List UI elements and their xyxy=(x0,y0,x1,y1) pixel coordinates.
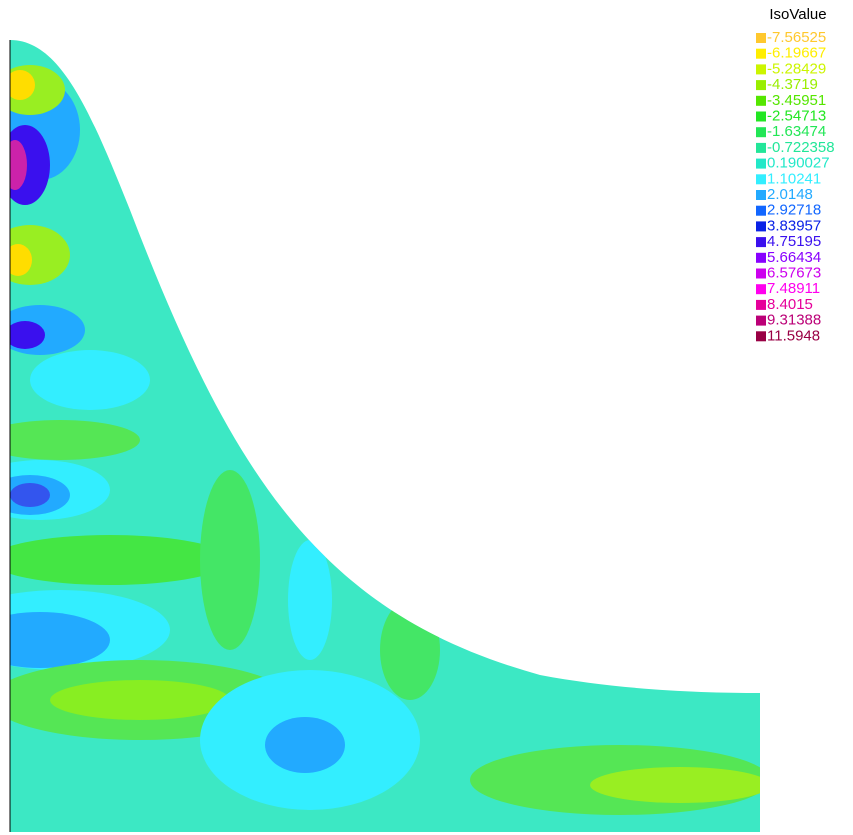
legend-label: -1.63474 xyxy=(767,123,826,140)
legend-label: -5.28429 xyxy=(767,60,826,77)
legend-swatch xyxy=(756,316,766,326)
legend-swatch xyxy=(756,331,766,341)
contour-plot: IsoValue -7.56525-6.19667-5.28429-4.3719… xyxy=(0,0,853,835)
legend-label: -6.19667 xyxy=(767,45,826,62)
legend-swatch xyxy=(756,206,766,216)
legend-label: 2.0148 xyxy=(767,186,813,203)
legend-swatch xyxy=(756,237,766,247)
legend-swatch xyxy=(756,284,766,294)
legend-swatch xyxy=(756,49,766,59)
legend-label: 11.5948 xyxy=(767,327,820,344)
legend-label: 1.10241 xyxy=(767,170,821,187)
legend-label: 6.57673 xyxy=(767,264,821,281)
legend-label: 4.75195 xyxy=(767,233,821,250)
legend-swatch xyxy=(756,174,766,184)
legend-label: -0.722358 xyxy=(767,139,835,156)
legend-swatch xyxy=(756,143,766,153)
legend-label: -3.45951 xyxy=(767,92,826,109)
legend-label: 8.4015 xyxy=(767,296,813,313)
legend-swatch xyxy=(756,221,766,231)
legend-title: IsoValue xyxy=(769,6,826,23)
legend-swatch xyxy=(756,96,766,106)
field xyxy=(0,0,853,835)
legend-swatch xyxy=(756,80,766,90)
page: IsoValue -7.56525-6.19667-5.28429-4.3719… xyxy=(0,0,853,835)
legend-swatch xyxy=(756,269,766,279)
legend-label: -7.56525 xyxy=(767,29,826,46)
legend-label: 5.66434 xyxy=(767,249,821,266)
legend-label: 2.92718 xyxy=(767,202,821,219)
legend-swatch xyxy=(756,300,766,310)
legend-label: 7.48911 xyxy=(767,280,820,297)
legend-swatch xyxy=(756,33,766,43)
legend-swatch xyxy=(756,127,766,137)
legend-label: 0.190027 xyxy=(767,155,830,172)
legend-swatch xyxy=(756,190,766,200)
legend-swatch xyxy=(756,112,766,122)
legend-swatch xyxy=(756,64,766,74)
legend-swatch xyxy=(756,253,766,263)
legend-label: -4.3719 xyxy=(767,76,818,93)
legend-label: 9.31388 xyxy=(767,312,821,329)
legend-swatch xyxy=(756,159,766,169)
legend-label: -2.54713 xyxy=(767,107,826,124)
legend-label: 3.83957 xyxy=(767,217,821,234)
